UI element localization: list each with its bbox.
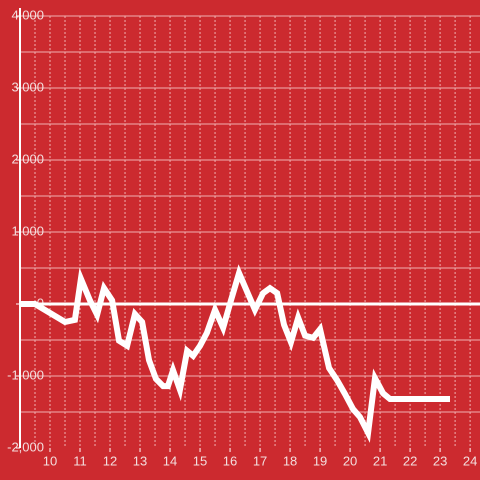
y-tick-label: 3,000 [11, 79, 44, 94]
x-tick-label: 11 [73, 453, 87, 468]
x-tick-label: 10 [43, 453, 57, 468]
x-tick-label: 18 [283, 453, 297, 468]
x-tick-label: 17 [253, 453, 267, 468]
x-tick-label: 21 [373, 453, 387, 468]
x-tick-label: 19 [313, 453, 327, 468]
y-tick-label: 4,000 [11, 7, 44, 22]
x-tick-label: 16 [223, 453, 237, 468]
y-tick-label: 2,000 [11, 151, 44, 166]
x-tick-label: 20 [343, 453, 357, 468]
y-tick-label: -1,000 [7, 367, 44, 382]
x-tick-label: 15 [193, 453, 207, 468]
x-tick-label: 12 [103, 453, 117, 468]
x-tick-label: 22 [403, 453, 417, 468]
x-tick-label: 14 [163, 453, 177, 468]
x-tick-label: 23 [433, 453, 447, 468]
x-tick-label: 13 [133, 453, 147, 468]
line [20, 264, 450, 443]
y-tick-label: 1,000 [11, 223, 44, 238]
y-tick-label: -2,000 [7, 439, 44, 454]
x-tick-label: 24 [463, 453, 477, 468]
